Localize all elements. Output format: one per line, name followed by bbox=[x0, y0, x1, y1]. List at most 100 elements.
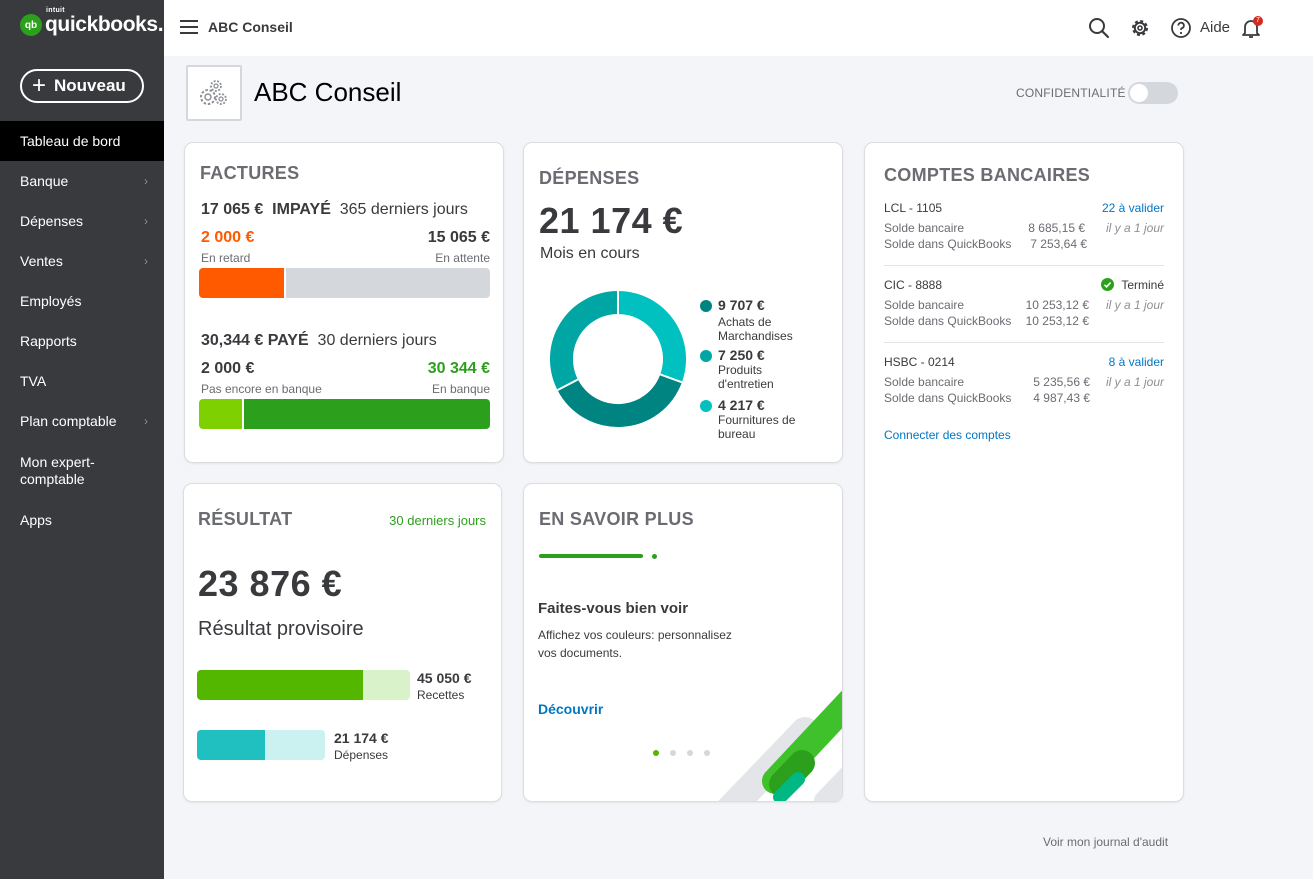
new-button[interactable]: + Nouveau bbox=[20, 69, 144, 103]
sidebar-item-ventes[interactable]: Ventes › bbox=[0, 241, 164, 281]
qb-balance-label: Solde dans QuickBooks bbox=[884, 314, 1012, 328]
sidebar-item-apps[interactable]: Apps bbox=[0, 500, 164, 540]
not-deposited-amount: 2 000 € bbox=[201, 360, 255, 377]
plus-icon: + bbox=[32, 72, 47, 99]
legend-dot-achats bbox=[700, 300, 712, 312]
carousel-dot-1[interactable] bbox=[653, 750, 659, 756]
chevron-right-icon: › bbox=[144, 174, 148, 188]
deposited-bar-segment[interactable] bbox=[244, 399, 490, 429]
expense-bar[interactable] bbox=[197, 730, 325, 760]
legend-value-achats: 9 707 € bbox=[718, 297, 765, 313]
overdue-bar-segment[interactable] bbox=[199, 268, 284, 298]
gear-icon[interactable] bbox=[1128, 16, 1152, 40]
legend-dot-fournitures bbox=[700, 400, 712, 412]
donut-slice-fournitures[interactable] bbox=[618, 291, 687, 383]
sidebar-item-label: Ventes bbox=[20, 253, 63, 269]
account-name-hsbc[interactable]: HSBC - 0214 bbox=[884, 355, 955, 369]
help-icon[interactable] bbox=[1169, 16, 1193, 40]
legend-label-fournitures: Fournitures de bureau bbox=[718, 413, 796, 441]
bank-accounts-card: COMPTES BANCAIRES LCL - 1105 22 à valide… bbox=[865, 143, 1183, 801]
unpaid-bar[interactable] bbox=[199, 268, 490, 298]
sidebar-item-employes[interactable]: Employés bbox=[0, 281, 164, 321]
sidebar: qb intuit quickbooks. + Nouveau Tableau … bbox=[0, 0, 164, 879]
sidebar-item-tva[interactable]: TVA bbox=[0, 361, 164, 401]
profit-title: RÉSULTAT bbox=[198, 509, 293, 529]
privacy-toggle[interactable] bbox=[1128, 82, 1178, 104]
legend-value-produits: 7 250 € bbox=[718, 347, 765, 363]
progress-dot bbox=[652, 554, 657, 559]
account-name-lcl[interactable]: LCL - 1105 bbox=[884, 201, 943, 215]
sidebar-item-plan-comptable[interactable]: Plan comptable › bbox=[0, 401, 164, 441]
qb-balance-label: Solde dans QuickBooks bbox=[884, 391, 1012, 405]
qb-balance-value: 7 253,64 € bbox=[1030, 237, 1087, 251]
discover-link[interactable]: Découvrir bbox=[538, 701, 604, 717]
income-bar[interactable] bbox=[197, 670, 410, 700]
sidebar-item-label: Banque bbox=[20, 173, 69, 189]
chevron-right-icon: › bbox=[144, 214, 148, 228]
logo-wordmark: quickbooks. bbox=[45, 13, 164, 36]
profit-period-dropdown[interactable]: 30 derniers jours bbox=[389, 513, 486, 528]
help-label[interactable]: Aide bbox=[1200, 19, 1231, 36]
connect-accounts-link[interactable]: Connecter des comptes bbox=[884, 428, 1011, 442]
expenses-title: DÉPENSES bbox=[539, 168, 640, 188]
sidebar-item-depenses[interactable]: Dépenses › bbox=[0, 201, 164, 241]
paid-bar[interactable] bbox=[199, 399, 490, 429]
unpaid-label: IMPAYÉ bbox=[272, 201, 331, 218]
audit-log-link[interactable]: Voir mon journal d'audit bbox=[1043, 835, 1169, 849]
sidebar-item-mon-expert-comptable[interactable]: Mon expert-comptable bbox=[0, 441, 164, 500]
profit-label: Résultat provisoire bbox=[198, 618, 364, 640]
carousel-dot-4[interactable] bbox=[704, 750, 710, 756]
qb-balance-value: 10 253,12 € bbox=[1025, 314, 1089, 328]
account-name-cic[interactable]: CIC - 8888 bbox=[884, 278, 943, 292]
decorative-stripes-illustration bbox=[718, 690, 842, 801]
sidebar-item-rapports[interactable]: Rapports bbox=[0, 321, 164, 361]
expense-value: 21 174 € bbox=[334, 730, 389, 746]
sidebar-item-banque[interactable]: Banque › bbox=[0, 161, 164, 201]
new-button-label: Nouveau bbox=[54, 76, 126, 95]
invoices-title: FACTURES bbox=[200, 163, 300, 183]
account-status-hsbc[interactable]: 8 à valider bbox=[1108, 355, 1164, 369]
last-updated: il y a 1 jour bbox=[1105, 375, 1164, 389]
sidebar-item-label: Dépenses bbox=[20, 213, 84, 229]
account-status-cic: Terminé bbox=[1121, 278, 1164, 292]
sidebar-item-tableau-de-bord[interactable]: Tableau de bord bbox=[0, 121, 164, 161]
learn-more-body: Affichez vos couleurs: personnalisez vos… bbox=[538, 628, 732, 660]
quickbooks-logo[interactable]: qb intuit quickbooks. bbox=[20, 7, 164, 38]
income-label: Recettes bbox=[417, 688, 465, 702]
expenses-donut-chart[interactable] bbox=[548, 289, 688, 429]
expenses-total: 21 174 € bbox=[539, 200, 684, 241]
legend-label-produits: Produits d'entretien bbox=[718, 363, 774, 391]
company-title: ABC Conseil bbox=[254, 77, 402, 107]
donut-slice-achats[interactable] bbox=[557, 374, 682, 428]
learn-more-heading: Faites-vous bien voir bbox=[538, 600, 689, 617]
privacy-label: CONFIDENTIALITÉ bbox=[1016, 86, 1126, 100]
income-bar-fill[interactable] bbox=[197, 670, 363, 700]
sidebar-item-label: TVA bbox=[20, 373, 47, 389]
legend-dot-produits bbox=[700, 350, 712, 362]
learn-more-title: EN SAVOIR PLUS bbox=[539, 509, 694, 529]
overdue-label: En retard bbox=[201, 251, 251, 265]
invoices-card: FACTURES 17 065 € IMPAYÉ 365 derniers jo… bbox=[185, 143, 503, 462]
notification-badge: 7 bbox=[1253, 16, 1263, 26]
carousel-dot-3[interactable] bbox=[687, 750, 693, 756]
paid-period: 30 derniers jours bbox=[317, 332, 437, 349]
carousel-dot-2[interactable] bbox=[670, 750, 676, 756]
deposited-amount: 30 344 € bbox=[427, 360, 490, 377]
pending-bar-segment[interactable] bbox=[286, 268, 490, 298]
donut-slice-produits[interactable] bbox=[549, 291, 618, 391]
not-deposited-label: Pas encore en banque bbox=[201, 382, 322, 396]
paid-label: PAYÉ bbox=[267, 332, 309, 349]
sidebar-item-label: Rapports bbox=[20, 333, 77, 349]
pending-amount: 15 065 € bbox=[427, 229, 490, 246]
pending-label: En attente bbox=[435, 251, 490, 265]
not-deposited-bar-segment[interactable] bbox=[199, 399, 242, 429]
unpaid-period: 365 derniers jours bbox=[339, 201, 468, 218]
profit-loss-card: RÉSULTAT 30 derniers jours 23 876 € Résu… bbox=[184, 484, 501, 801]
company-logo-placeholder[interactable] bbox=[186, 65, 242, 121]
account-status-lcl[interactable]: 22 à valider bbox=[1101, 201, 1164, 215]
search-icon[interactable] bbox=[1087, 16, 1111, 40]
expense-bar-fill[interactable] bbox=[197, 730, 265, 760]
sidebar-item-label: Mon expert-comptable bbox=[20, 453, 95, 487]
legend-value-fournitures: 4 217 € bbox=[718, 397, 765, 413]
hamburger-menu-icon[interactable] bbox=[180, 20, 198, 34]
